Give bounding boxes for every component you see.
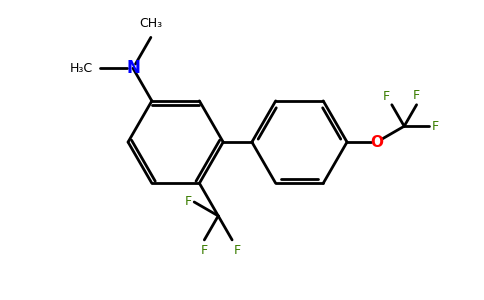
Text: F: F (413, 89, 420, 102)
Text: N: N (126, 59, 140, 77)
Text: O: O (370, 135, 383, 150)
Text: F: F (185, 196, 192, 208)
Text: H₃C: H₃C (69, 62, 92, 75)
Text: F: F (383, 90, 390, 103)
Text: F: F (201, 244, 208, 257)
Text: F: F (234, 244, 241, 257)
Text: CH₃: CH₃ (139, 17, 163, 31)
Text: F: F (432, 120, 439, 133)
